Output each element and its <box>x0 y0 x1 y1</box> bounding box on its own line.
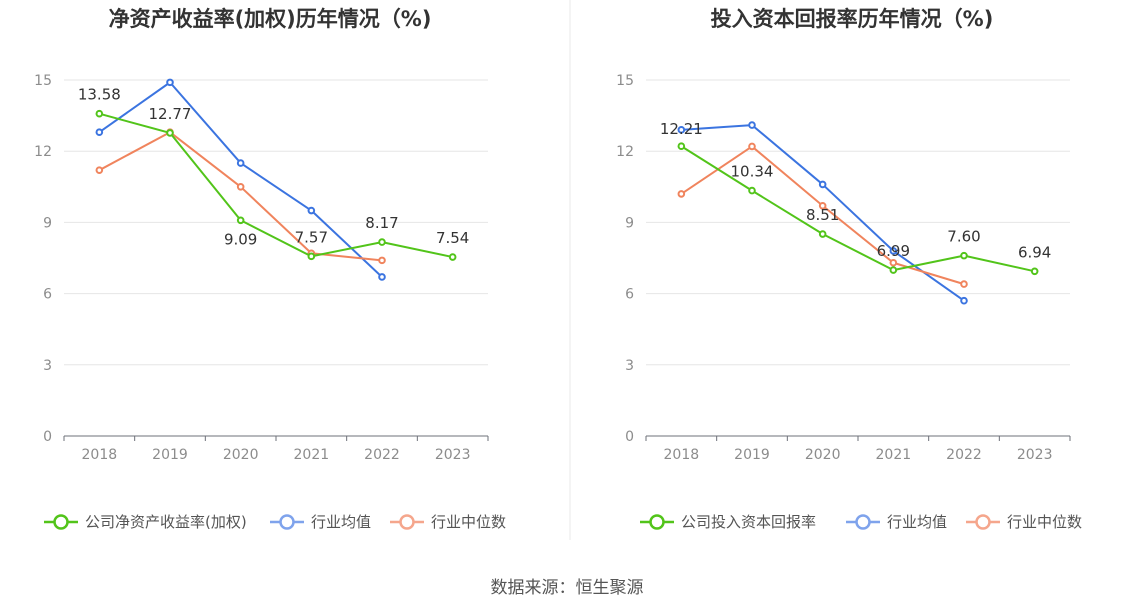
data-point-company[interactable] <box>236 216 245 225</box>
data-point-industry_avg[interactable] <box>307 206 316 215</box>
data-point-industry_median[interactable] <box>236 183 245 191</box>
legend-label: 行业均值 <box>887 513 947 531</box>
data-point-industry_avg[interactable] <box>166 78 174 87</box>
data-label: 10.34 <box>731 163 774 181</box>
data-point-company[interactable] <box>307 252 316 261</box>
data-label: 6.99 <box>877 242 910 260</box>
data-point-industry_avg[interactable] <box>818 180 827 189</box>
y-tick-label: 6 <box>625 287 634 303</box>
data-point-company[interactable] <box>1030 267 1039 276</box>
y-tick-label: 15 <box>616 73 634 89</box>
x-tick-label: 2022 <box>946 447 982 463</box>
data-point-company[interactable] <box>378 238 386 246</box>
x-tick-label: 2023 <box>1017 447 1053 463</box>
data-label: 12.77 <box>149 105 192 123</box>
y-tick-label: 15 <box>34 73 52 89</box>
data-point-industry_median[interactable] <box>960 280 968 288</box>
series-line-company <box>680 145 1035 273</box>
legend-label: 行业中位数 <box>1007 513 1082 531</box>
data-point-industry_median[interactable] <box>818 201 827 210</box>
legend-marker-icon <box>53 514 69 530</box>
legend-marker-icon <box>399 514 415 530</box>
data-point-industry_median[interactable] <box>677 190 686 198</box>
x-tick-label: 2020 <box>805 447 841 463</box>
x-tick-label: 2023 <box>435 447 471 463</box>
data-label: 8.51 <box>806 206 839 224</box>
data-point-industry_avg[interactable] <box>378 273 386 281</box>
data-point-company[interactable] <box>448 253 457 261</box>
data-label: 7.60 <box>947 228 980 246</box>
data-point-company[interactable] <box>95 109 104 118</box>
x-tick-label: 2018 <box>664 447 700 463</box>
legend-item-industry_avg[interactable]: 行业均值 <box>846 513 947 531</box>
data-label: 7.54 <box>436 229 469 247</box>
legend-item-industry_median[interactable]: 行业中位数 <box>390 513 506 531</box>
legend-marker-icon <box>279 514 295 530</box>
data-point-company[interactable] <box>677 142 686 151</box>
data-label: 6.94 <box>1018 243 1051 261</box>
data-point-industry_median[interactable] <box>748 142 756 151</box>
legend-marker-icon <box>975 514 991 530</box>
legend-label: 公司净资产收益率(加权) <box>85 513 247 531</box>
x-tick-label: 2018 <box>82 447 118 463</box>
y-tick-label: 3 <box>43 358 52 374</box>
data-point-industry_avg[interactable] <box>236 159 245 167</box>
x-tick-label: 2019 <box>152 447 188 463</box>
y-tick-label: 0 <box>625 429 634 445</box>
roe-chart: 净资产收益率(加权)历年情况（%) 0 3 6 9 12 15 2018 2019 2020 202… <box>34 7 506 531</box>
data-point-industry_avg[interactable] <box>95 128 104 137</box>
y-tick-label: 9 <box>43 215 52 231</box>
data-point-company[interactable] <box>960 251 968 260</box>
data-label: 8.17 <box>365 214 398 232</box>
legend-item-company[interactable]: 公司净资产收益率(加权) <box>44 513 247 531</box>
data-point-industry_avg[interactable] <box>960 296 968 305</box>
x-tick-label: 2021 <box>876 447 912 463</box>
y-tick-label: 12 <box>34 144 52 160</box>
y-tick-label: 6 <box>43 287 52 303</box>
data-point-industry_avg[interactable] <box>748 121 756 129</box>
legend-label: 行业均值 <box>311 513 371 531</box>
data-source: 数据来源：恒生聚源 <box>491 578 644 598</box>
data-label: 12.21 <box>660 120 703 138</box>
data-point-company[interactable] <box>748 186 756 195</box>
y-tick-label: 3 <box>625 358 634 374</box>
legend-item-company[interactable]: 公司投入资本回报率 <box>640 513 816 531</box>
chart-title: 投入资本回报率历年情况（%) <box>711 7 994 31</box>
x-tick-label: 2022 <box>364 447 400 463</box>
data-point-industry_median[interactable] <box>889 258 898 267</box>
data-point-company[interactable] <box>166 129 174 137</box>
roic-chart: 投入资本回报率历年情况（%) 0 3 6 9 12 15 2018 2019 2020 2021 20… <box>616 7 1082 531</box>
y-tick-label: 0 <box>43 429 52 445</box>
data-point-industry_avg[interactable] <box>889 247 898 255</box>
legend-item-industry_median[interactable]: 行业中位数 <box>966 513 1082 531</box>
data-label: 9.09 <box>224 230 257 248</box>
y-tick-label: 9 <box>625 215 634 231</box>
legend-label: 公司投入资本回报率 <box>681 513 816 531</box>
data-point-industry_median[interactable] <box>95 166 104 174</box>
data-point-company[interactable] <box>818 230 827 238</box>
legend-label: 行业中位数 <box>431 513 506 531</box>
y-tick-label: 12 <box>616 144 634 160</box>
chart-title: 净资产收益率(加权)历年情况（%) <box>109 7 432 31</box>
series-line-company <box>99 112 453 259</box>
x-tick-label: 2021 <box>294 447 330 463</box>
legend-marker-icon <box>855 514 871 530</box>
data-point-industry_avg[interactable] <box>677 126 686 134</box>
data-label: 7.57 <box>295 228 328 246</box>
legend-item-industry_avg[interactable]: 行业均值 <box>270 513 371 531</box>
x-tick-label: 2019 <box>734 447 770 463</box>
data-point-company[interactable] <box>889 266 898 274</box>
data-point-industry_median[interactable] <box>378 256 386 265</box>
data-label: 13.58 <box>78 86 121 104</box>
legend-marker-icon <box>649 514 665 530</box>
x-tick-label: 2020 <box>223 447 259 463</box>
